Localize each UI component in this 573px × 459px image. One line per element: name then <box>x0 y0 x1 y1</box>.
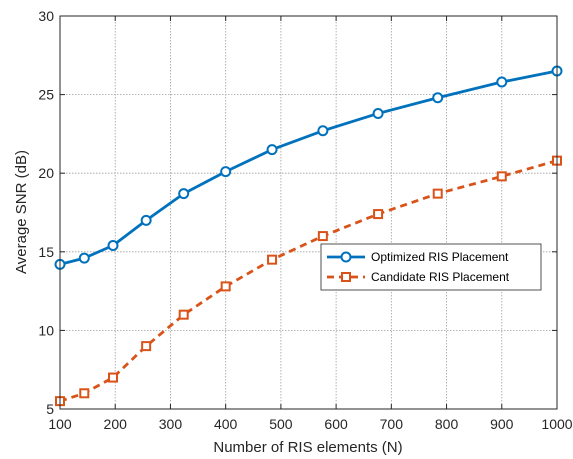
x-tick-label: 900 <box>490 416 514 432</box>
legend-box <box>320 243 542 291</box>
data-point-square <box>108 372 119 383</box>
plot-border <box>59 15 558 410</box>
data-point-square <box>141 341 152 352</box>
x-axis-title: Number of RIS elements (N) <box>213 439 402 456</box>
data-point-circle <box>107 240 119 252</box>
data-point-circle <box>178 188 190 200</box>
x-tick-label: 500 <box>269 416 293 432</box>
data-point-circle <box>220 166 232 178</box>
y-tick-label: 5 <box>46 401 54 417</box>
data-point-circle <box>78 252 90 264</box>
y-axis-title: Average SNR (dB) <box>13 150 30 274</box>
data-point-circle <box>432 92 444 104</box>
data-point-square <box>79 388 90 399</box>
x-tick-label: 300 <box>159 416 183 432</box>
y-tick-label: 20 <box>38 165 54 181</box>
data-point-square <box>432 188 443 199</box>
y-tick-label: 25 <box>38 87 54 103</box>
legend-label-2: Candidate RIS Placement <box>371 270 510 284</box>
data-point-circle <box>317 125 329 137</box>
x-tick-label: 1000 <box>541 416 572 432</box>
data-point-square <box>267 254 278 265</box>
legend: Optimized RIS Placement Candidate RIS Pla… <box>320 243 542 291</box>
y-tick-label: 15 <box>38 244 54 260</box>
data-point-square <box>373 209 384 220</box>
legend-marker-circle <box>340 251 352 263</box>
data-point-circle <box>372 107 384 119</box>
plot-background <box>60 16 557 409</box>
data-point-square <box>317 231 328 242</box>
x-tick-label: 100 <box>48 416 72 432</box>
ticks: 100 200 300 400 500 600 700 800 900 1000 5 10 15 20 25… <box>38 8 572 432</box>
data-point-square <box>496 171 507 182</box>
x-tick-label: 600 <box>324 416 348 432</box>
x-tick-label: 800 <box>435 416 459 432</box>
y-tick-label: 30 <box>38 8 54 24</box>
legend-marker-square <box>341 272 351 282</box>
y-tick-label: 10 <box>38 322 54 338</box>
data-point-circle <box>266 144 278 156</box>
x-tick-label: 400 <box>214 416 238 432</box>
x-tick-label: 700 <box>380 416 404 432</box>
data-point-circle <box>140 214 152 226</box>
x-tick-label: 200 <box>104 416 128 432</box>
data-point-square <box>178 309 189 320</box>
legend-label-1: Optimized RIS Placement <box>371 250 509 264</box>
data-point-square <box>220 281 231 292</box>
data-point-circle <box>496 76 508 88</box>
